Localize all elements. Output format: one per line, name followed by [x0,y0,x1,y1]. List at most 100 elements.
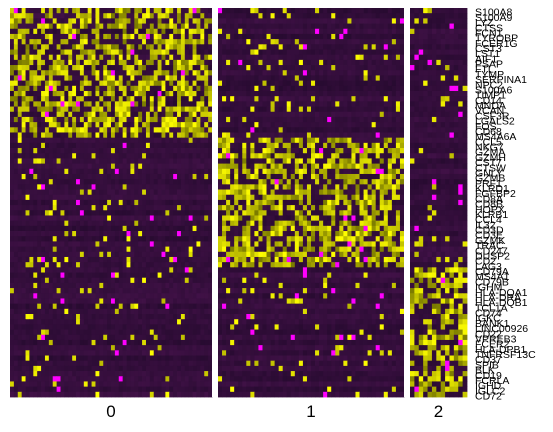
heatmap-cell [142,148,147,154]
heatmap-cell [311,80,316,87]
heatmap-cell [56,49,61,56]
heatmap-cell [184,345,190,351]
heatmap-cell [192,324,197,330]
heatmap-cell [64,251,69,258]
heatmap-cell [242,18,247,24]
heatmap-cell [29,127,34,133]
heatmap-cell [17,231,23,237]
heatmap-cell [180,350,186,356]
heatmap-cell [290,85,296,92]
heatmap-cell [29,179,34,185]
heatmap-cell [87,355,92,362]
heatmap-cell [29,189,34,196]
heatmap-cell [41,241,46,247]
heatmap-cell [266,65,271,71]
heatmap-cell [33,272,38,279]
heatmap-cell [60,308,65,315]
heatmap-cell [64,303,69,310]
heatmap-cell [83,256,89,263]
heatmap-cell [165,49,170,56]
heatmap-cell [180,220,186,227]
heatmap-cell [79,355,85,362]
heatmap-cell [126,251,131,258]
heatmap-cell [13,18,19,24]
heatmap-cell [161,158,166,164]
heatmap-cell [25,298,30,305]
heatmap-cell [95,288,100,294]
heatmap-cell [238,111,243,118]
heatmap-cell [79,386,85,393]
heatmap-cell [130,148,135,154]
heatmap-cell [204,122,209,128]
heatmap-cell [383,39,389,45]
heatmap-cell [173,262,178,268]
heatmap-cell [44,137,50,144]
heatmap-cell [107,355,112,362]
heatmap-cell [130,54,135,61]
heatmap-cell [399,49,405,56]
heatmap-cell [10,70,15,76]
heatmap-cell [177,215,182,222]
heatmap-cell [48,365,54,372]
heatmap-cell [226,59,231,66]
heatmap-cell [157,256,162,263]
heatmap-cell [103,376,108,382]
heatmap-cell [44,355,50,362]
heatmap-cell [180,293,186,299]
heatmap-cell [153,111,159,118]
heatmap-cell [180,256,186,263]
heatmap-cell [76,345,81,351]
heatmap-cell [138,231,143,237]
heatmap-cell [161,18,166,24]
heatmap-cell [238,116,243,123]
heatmap-cell [161,262,166,268]
heatmap-cell [177,158,182,164]
heatmap-cell [351,75,356,82]
heatmap-cell [238,106,243,113]
heatmap-cell [177,339,182,346]
heatmap-cell [145,44,151,50]
heatmap-cell [17,308,23,315]
heatmap-cell [173,386,178,393]
heatmap-cell [68,137,73,144]
heatmap-cell [95,272,100,279]
heatmap-cell [118,236,124,242]
heatmap-cell [222,28,227,35]
heatmap-cell [17,127,23,133]
heatmap-cell [122,355,127,362]
heatmap-cell [266,80,271,87]
heatmap-cell [335,39,340,45]
heatmap-cell [68,148,73,154]
heatmap-cell [118,231,124,237]
heatmap-cell [196,106,201,113]
heatmap-cell [184,23,190,30]
heatmap-cell [60,298,65,305]
heatmap-cell [87,251,92,258]
heatmap-cell [359,65,364,71]
heatmap-cell [13,54,19,61]
heatmap-cell [64,75,69,82]
heatmap-cell [64,173,69,180]
heatmap-cell [25,111,30,118]
heatmap-cell [21,329,26,336]
heatmap-cell [29,80,34,87]
heatmap-cell [319,44,324,50]
heatmap-cell [208,246,213,253]
heatmap-cell [145,365,151,372]
heatmap-cell [103,59,108,66]
heatmap-cell [17,277,23,284]
heatmap-cell [184,75,190,82]
heatmap-cell [335,54,340,61]
heatmap-cell [60,49,65,56]
heatmap-cell [359,122,364,128]
heatmap-cell [122,376,127,382]
heatmap-cell [111,111,116,118]
heatmap-cell [33,49,38,56]
heatmap-cell [68,18,73,24]
heatmap-cell [142,350,147,356]
heatmap-cell [343,23,348,30]
heatmap-cell [111,75,116,82]
heatmap-cell [114,236,120,242]
heatmap-cell [111,179,116,185]
heatmap-cell [138,334,143,341]
